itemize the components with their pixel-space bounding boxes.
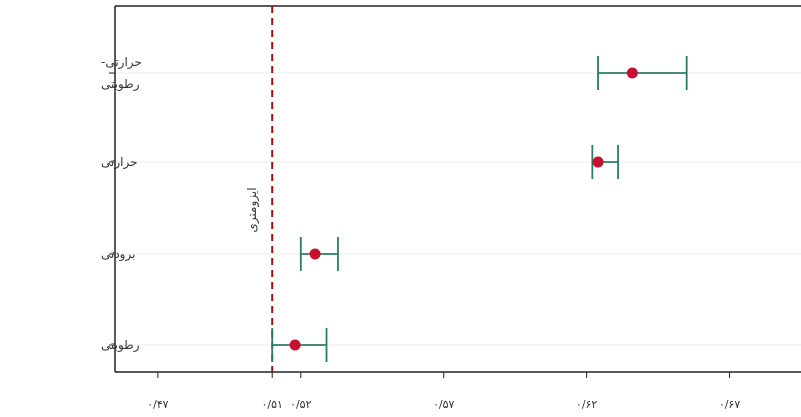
category-label: حرارتی- xyxy=(101,55,142,70)
reference-line-label: ایزومتری xyxy=(245,187,260,232)
category-label: رطوبتی xyxy=(101,338,140,353)
x-tick-label: ۰/۴۷ xyxy=(147,398,169,411)
estimate-point xyxy=(289,339,301,351)
estimate-point xyxy=(626,67,638,79)
estimate-point xyxy=(309,248,321,260)
category-label: رطوبتی xyxy=(101,77,140,92)
estimate-point xyxy=(592,156,604,168)
category-label: برودتی xyxy=(101,247,135,262)
x-tick-label: ۰/۶۷ xyxy=(719,398,741,411)
x-tick-label: ۰/۵۷ xyxy=(433,398,455,411)
x-tick-label: ۰/۵۱ xyxy=(261,398,282,411)
category-label: حرارتی xyxy=(101,155,138,170)
x-tick-label: ۰/۵۲ xyxy=(290,398,312,411)
x-tick-label: ۰/۶۲ xyxy=(576,398,598,411)
